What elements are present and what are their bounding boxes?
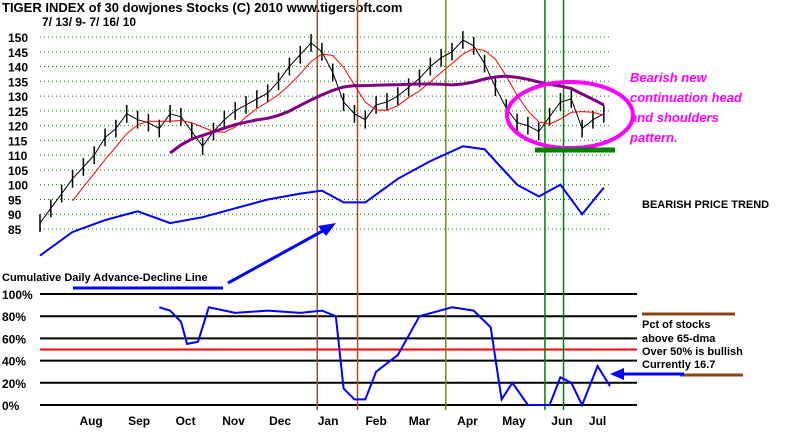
pattern-note-1: Bearish new <box>630 70 707 85</box>
pct-arrowhead <box>610 368 624 380</box>
pattern-note-2: continuation head <box>630 90 743 105</box>
pct-tick-label: 0% <box>2 399 20 413</box>
y-tick-label: 90 <box>8 208 22 222</box>
x-tick-label: Nov <box>222 414 245 428</box>
x-tick-label: Feb <box>365 414 386 428</box>
x-tick-label: Mar <box>409 414 431 428</box>
y-tick-label: 110 <box>8 149 28 163</box>
x-tick-label: Apr <box>457 414 478 428</box>
x-tick-label: Jul <box>589 414 606 428</box>
y-tick-label: 105 <box>8 164 28 178</box>
y-tick-label: 85 <box>8 223 22 237</box>
y-tick-label: 125 <box>8 105 28 119</box>
y-tick-label: 100 <box>8 179 28 193</box>
pct-tick-label: 40% <box>2 355 26 369</box>
pct-tick-label: 80% <box>2 310 26 324</box>
pct-tick-label: 100% <box>2 288 33 302</box>
x-tick-label: Aug <box>79 414 102 428</box>
y-tick-label: 95 <box>8 193 22 207</box>
x-tick-label: Jun <box>551 414 572 428</box>
x-tick-label: Oct <box>176 414 196 428</box>
pct-above-65dma-line <box>159 306 611 408</box>
pct-legend-2: above 65-dma <box>642 333 716 345</box>
pct-legend-1: Pct of stocks <box>642 319 710 331</box>
x-tick-label: Jan <box>318 414 339 428</box>
y-tick-label: 120 <box>8 120 28 134</box>
ad-line <box>39 145 605 257</box>
y-tick-label: 130 <box>8 90 28 104</box>
y-tick-label: 140 <box>8 61 28 75</box>
chart-title: TIGER INDEX of 30 dowjones Stocks (C) 20… <box>2 0 402 15</box>
pct-legend-4: Currently 16.7 <box>642 359 715 371</box>
x-tick-label: Sep <box>128 414 150 428</box>
pct-tick-label: 20% <box>2 377 26 391</box>
head-and-shoulders-ellipse <box>505 80 635 150</box>
date-range: 7/ 13/ 9- 7/ 16/ 10 <box>42 15 136 29</box>
pct-tick-label: 60% <box>2 332 26 346</box>
ad-line-label: Cumulative Daily Advance-Decline Line <box>2 272 208 284</box>
ad-pointer-arrow <box>227 226 329 285</box>
long-moving-average <box>169 74 605 155</box>
y-tick-label: 150 <box>8 31 28 45</box>
y-tick-label: 115 <box>8 134 28 148</box>
short-moving-average <box>72 48 604 202</box>
y-tick-label: 135 <box>8 75 28 89</box>
pct-legend-3: Over 50% is bullish <box>642 346 743 358</box>
pattern-note-4: pattern. <box>629 130 678 145</box>
trend-label: BEARISH PRICE TREND <box>642 199 769 211</box>
price-line <box>39 39 605 224</box>
x-tick-label: May <box>502 414 526 428</box>
x-tick-label: Dec <box>269 414 291 428</box>
y-tick-label: 145 <box>8 46 28 60</box>
pattern-note-3: and shoulders <box>630 110 719 125</box>
ad-arrowhead <box>318 223 336 236</box>
